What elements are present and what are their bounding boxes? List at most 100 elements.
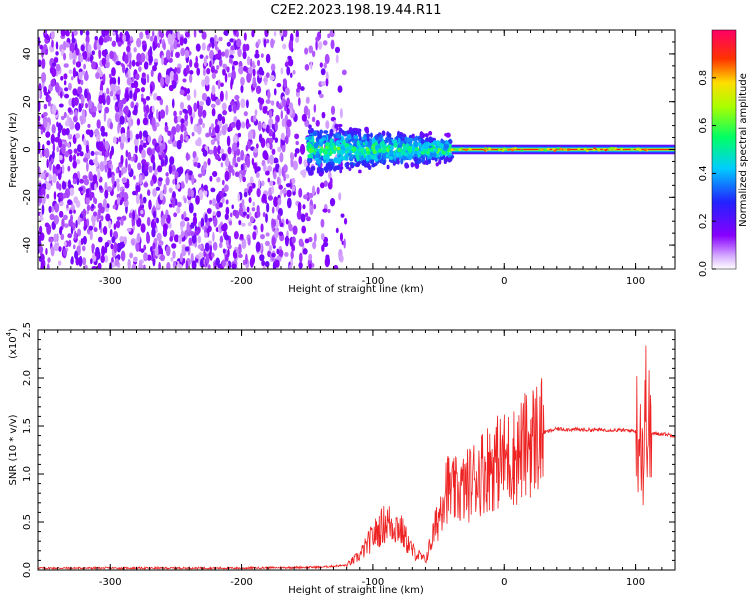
spectrogram-cell xyxy=(208,126,212,138)
spectrogram-cell xyxy=(130,101,135,109)
spectrogram-cell xyxy=(333,146,337,151)
spectrogram-cell xyxy=(483,149,487,152)
spectrogram-cell xyxy=(190,115,194,125)
spectrogram-cell xyxy=(371,143,376,149)
spectrogram-cell xyxy=(156,95,162,101)
spectrogram-cell xyxy=(175,123,181,133)
spectrogram-cell xyxy=(135,242,140,253)
spectrogram-cell xyxy=(206,67,211,75)
spectrogram-cell xyxy=(221,259,226,268)
spectrogram-cell xyxy=(307,135,313,140)
spectrogram-cell xyxy=(292,190,296,196)
spectrogram-cell xyxy=(368,140,372,146)
spectrogram-cell xyxy=(377,148,382,153)
spectrogram-cell xyxy=(97,236,103,243)
colorbar-tick-label: 0.2 xyxy=(698,213,709,229)
spectrogram-cell xyxy=(353,130,358,136)
spectrogram-cell xyxy=(111,257,114,264)
spectrogram-cell xyxy=(224,157,230,168)
spectrogram-cell xyxy=(40,72,47,83)
spectrogram-cell xyxy=(75,219,78,229)
spectrogram-cell xyxy=(315,158,321,165)
spectrogram-cell xyxy=(67,107,72,113)
spectrogram-cell xyxy=(218,202,223,208)
spectrogram-cell xyxy=(126,129,131,139)
spectrogram-cell xyxy=(311,50,316,58)
spectrogram-cell xyxy=(252,82,257,89)
spectrogram-cell xyxy=(87,123,91,128)
spectrogram-cell xyxy=(237,132,242,138)
spectrogram-cell xyxy=(38,100,41,111)
spectrogram-cell xyxy=(348,167,352,172)
spectrogram-cell xyxy=(356,154,360,161)
snr-series xyxy=(38,345,675,570)
spectrogram-cell xyxy=(165,245,171,257)
spectrogram-cell xyxy=(169,156,175,166)
spectrogram-cell xyxy=(209,199,212,205)
spectrogram-cell xyxy=(83,217,87,228)
spectrogram-cell xyxy=(61,180,66,190)
spectrogram-cell xyxy=(61,218,65,228)
spectrogram-cell xyxy=(248,211,252,217)
spectrogram-cell xyxy=(159,109,166,119)
spectrogram-cell xyxy=(176,201,182,208)
spectrogram-cell xyxy=(95,72,100,80)
spectrogram-cell xyxy=(173,115,179,124)
spectrogram-cell xyxy=(192,111,196,119)
spectrogram-cell xyxy=(179,36,184,46)
spectrogram-cell xyxy=(232,135,238,145)
spectrogram-cell xyxy=(140,248,145,253)
spectrogram-cell xyxy=(224,254,229,263)
spectrogram-cell xyxy=(308,45,314,54)
spectrogram-cell xyxy=(291,236,296,244)
spectrogram-cell xyxy=(563,148,567,151)
spectrogram-cell xyxy=(320,233,325,241)
spectrogram-cell xyxy=(60,75,64,81)
spectrogram-cell xyxy=(173,39,178,50)
spectrogram-cell xyxy=(201,42,206,51)
spectrogram-cell xyxy=(117,76,121,86)
spectrogram-cell xyxy=(82,208,87,218)
top-y-tick-label: 0 xyxy=(22,146,33,152)
spectrogram-cell xyxy=(226,41,231,47)
spectrogram-cell xyxy=(266,124,270,134)
spectrogram-cell xyxy=(109,90,114,97)
spectrogram-cell xyxy=(115,60,121,66)
spectrogram-cell xyxy=(104,189,109,199)
spectrogram-cell xyxy=(506,148,510,151)
spectrogram-cell xyxy=(281,144,286,153)
spectrogram-cell xyxy=(158,135,163,142)
spectrogram-cell xyxy=(184,246,190,252)
spectrogram-cell xyxy=(322,40,328,46)
spectrogram-cell xyxy=(215,98,221,106)
spectrogram-cell xyxy=(93,227,98,233)
bottom-x-tick-label: -300 xyxy=(99,577,122,588)
spectrogram-cell xyxy=(124,105,129,116)
spectrogram-cell xyxy=(38,194,43,204)
spectrogram-cell xyxy=(85,144,89,154)
spectrogram-cell xyxy=(152,242,156,250)
spectrogram-cell xyxy=(50,133,55,144)
spectrogram-cell xyxy=(126,77,132,86)
spectrogram-cell xyxy=(261,180,265,187)
spectrogram-cell xyxy=(55,51,59,56)
spectrogram-cell xyxy=(224,213,229,220)
spectrogram-cell xyxy=(255,143,259,149)
spectrogram-cell xyxy=(138,130,143,140)
spectrogram-cell xyxy=(109,228,113,238)
spectrogram-cell xyxy=(179,220,186,228)
spectrogram-cell xyxy=(185,260,189,269)
spectrogram-cell xyxy=(98,94,104,104)
spectrogram-cell xyxy=(339,108,343,119)
spectrogram-cell xyxy=(150,179,154,187)
spectrogram-cell xyxy=(174,66,178,73)
spectrogram-cell xyxy=(284,252,289,257)
spectrogram-cell xyxy=(183,126,187,132)
spectrogram-cell xyxy=(317,41,323,50)
spectrogram-cell xyxy=(196,67,201,76)
spectrogram-cell xyxy=(188,105,193,116)
spectrogram-cell xyxy=(247,237,251,246)
spectrogram-cell xyxy=(501,149,505,152)
spectrogram-cell xyxy=(381,140,385,145)
spectrogram-cell xyxy=(194,61,199,69)
